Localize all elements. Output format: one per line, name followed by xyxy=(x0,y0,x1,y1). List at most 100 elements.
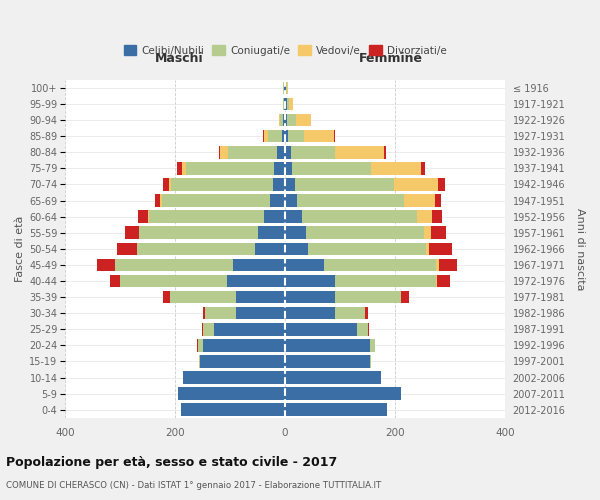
Bar xyxy=(285,258,323,271)
Bar xyxy=(401,291,409,304)
Bar xyxy=(424,226,431,239)
Bar xyxy=(335,146,384,158)
Bar xyxy=(263,130,268,142)
Bar xyxy=(203,307,205,320)
Bar xyxy=(285,146,290,158)
Text: COMUNE DI CHERASCO (CN) - Dati ISTAT 1° gennaio 2017 - Elaborazione TUTTITALIA.I: COMUNE DI CHERASCO (CN) - Dati ISTAT 1° … xyxy=(6,482,381,490)
Bar xyxy=(178,388,285,400)
Bar xyxy=(198,339,203,351)
Bar xyxy=(182,162,186,174)
Bar xyxy=(433,210,442,223)
Bar xyxy=(125,226,139,239)
Text: Maschi: Maschi xyxy=(155,52,204,64)
Bar xyxy=(205,307,236,320)
Bar xyxy=(283,98,284,110)
Bar xyxy=(118,242,137,255)
Bar xyxy=(268,130,282,142)
Bar xyxy=(264,210,285,223)
Bar xyxy=(137,242,255,255)
Bar xyxy=(97,258,115,271)
Bar xyxy=(421,162,425,174)
Bar xyxy=(170,291,236,304)
Bar xyxy=(427,242,429,255)
Bar xyxy=(160,194,163,207)
Bar xyxy=(323,258,436,271)
Bar xyxy=(236,307,285,320)
Bar xyxy=(287,114,296,126)
Bar xyxy=(285,194,297,207)
Y-axis label: Anni di nascita: Anni di nascita xyxy=(575,208,585,290)
Bar xyxy=(285,404,387,416)
Bar xyxy=(200,355,285,368)
Bar xyxy=(138,210,148,223)
Bar xyxy=(181,404,285,416)
Bar xyxy=(171,178,273,190)
Bar xyxy=(335,291,401,304)
Bar xyxy=(434,194,441,207)
Bar xyxy=(285,114,287,126)
Bar xyxy=(203,323,214,336)
Bar xyxy=(285,162,292,174)
Bar xyxy=(438,178,445,190)
Bar xyxy=(285,226,306,239)
Bar xyxy=(436,274,437,287)
Bar xyxy=(163,291,170,304)
Bar xyxy=(295,178,394,190)
Bar xyxy=(371,162,421,174)
Bar xyxy=(285,274,335,287)
Bar xyxy=(292,162,371,174)
Bar xyxy=(285,323,356,336)
Bar xyxy=(365,307,368,320)
Bar xyxy=(370,339,375,351)
Text: Popolazione per età, sesso e stato civile - 2017: Popolazione per età, sesso e stato civil… xyxy=(6,456,337,469)
Bar xyxy=(287,82,288,94)
Bar xyxy=(149,210,264,223)
Bar xyxy=(197,339,198,351)
Bar xyxy=(163,178,169,190)
Bar xyxy=(283,114,285,126)
Bar xyxy=(436,258,439,271)
Bar xyxy=(289,98,293,110)
Bar xyxy=(297,194,404,207)
Bar xyxy=(148,210,149,223)
Bar xyxy=(287,98,289,110)
Bar xyxy=(257,226,285,239)
Bar xyxy=(186,162,274,174)
Bar xyxy=(356,323,368,336)
Bar xyxy=(139,226,257,239)
Bar xyxy=(285,355,370,368)
Bar xyxy=(290,146,335,158)
Bar xyxy=(214,323,285,336)
Bar xyxy=(236,291,285,304)
Bar xyxy=(155,194,160,207)
Bar xyxy=(169,178,171,190)
Bar xyxy=(437,274,449,287)
Bar xyxy=(178,162,182,174)
Bar xyxy=(218,146,220,158)
Bar xyxy=(429,242,452,255)
Bar xyxy=(110,274,120,287)
Bar xyxy=(280,114,283,126)
Bar xyxy=(417,210,433,223)
Bar xyxy=(220,146,228,158)
Bar xyxy=(296,114,311,126)
Bar xyxy=(184,372,285,384)
Bar xyxy=(115,258,233,271)
Bar xyxy=(285,388,401,400)
Bar xyxy=(285,210,302,223)
Bar xyxy=(285,130,289,142)
Bar xyxy=(404,194,434,207)
Bar xyxy=(285,307,335,320)
Bar xyxy=(163,194,270,207)
Bar xyxy=(289,130,304,142)
Bar xyxy=(202,323,203,336)
Bar xyxy=(285,291,335,304)
Bar xyxy=(285,98,287,110)
Bar xyxy=(439,258,457,271)
Bar xyxy=(394,178,438,190)
Bar xyxy=(228,146,277,158)
Bar xyxy=(308,242,427,255)
Legend: Celibi/Nubili, Coniugati/e, Vedovi/e, Divorziati/e: Celibi/Nubili, Coniugati/e, Vedovi/e, Di… xyxy=(119,41,451,60)
Bar xyxy=(227,274,285,287)
Bar xyxy=(203,339,285,351)
